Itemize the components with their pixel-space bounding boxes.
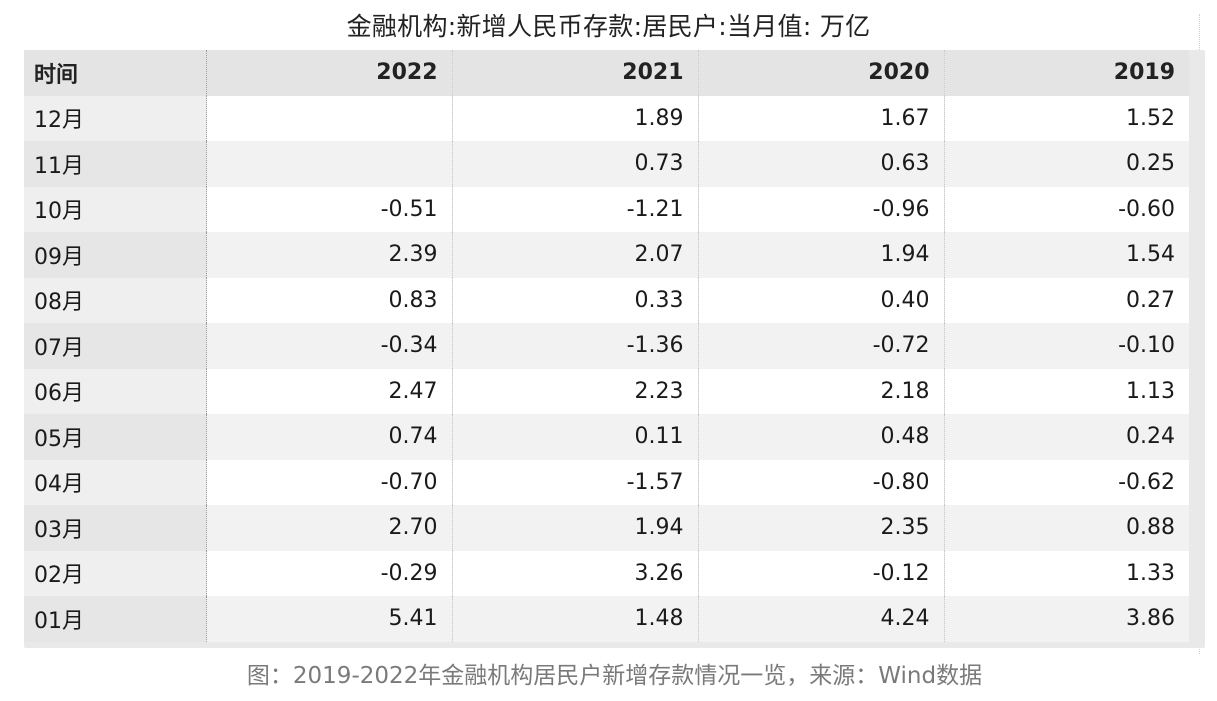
table-cell: 1.33 bbox=[943, 550, 1189, 596]
table-cell: 0.11 bbox=[451, 414, 698, 460]
row-label: 10月 bbox=[24, 186, 207, 232]
table-cell: -1.21 bbox=[451, 186, 698, 232]
table-cell: 0.74 bbox=[205, 414, 452, 460]
row-label: 04月 bbox=[24, 459, 207, 505]
table-cell: 0.33 bbox=[451, 277, 698, 323]
table-cell: 1.94 bbox=[451, 505, 698, 551]
table-row: 01月 5.41 1.48 4.24 3.86 bbox=[24, 596, 1189, 642]
table-cell bbox=[205, 141, 452, 187]
table-cell: -0.96 bbox=[697, 186, 944, 232]
table-row: 12月 1.89 1.67 1.52 bbox=[24, 95, 1189, 141]
table-cell: 2.35 bbox=[697, 505, 944, 551]
table-row: 11月 0.73 0.63 0.25 bbox=[24, 141, 1189, 187]
column-header-2020: 2020 bbox=[697, 50, 944, 96]
table-cell: 0.40 bbox=[697, 277, 944, 323]
table-cell bbox=[205, 95, 452, 141]
table-cell: -0.29 bbox=[205, 550, 452, 596]
table-cell: 0.25 bbox=[943, 141, 1189, 187]
table-cell: -0.34 bbox=[205, 323, 452, 369]
column-header-time: 时间 bbox=[24, 50, 207, 96]
table-row: 05月 0.74 0.11 0.48 0.24 bbox=[24, 414, 1189, 460]
table-row: 03月 2.70 1.94 2.35 0.88 bbox=[24, 505, 1189, 551]
table-cell: -1.57 bbox=[451, 459, 698, 505]
table-cell: 0.48 bbox=[697, 414, 944, 460]
table-cell: -0.62 bbox=[943, 459, 1189, 505]
table-cell: 1.89 bbox=[451, 95, 698, 141]
table-cell: -0.70 bbox=[205, 459, 452, 505]
data-table: 时间 2022 2021 2020 2019 12月 1.89 1.67 1.52 11月 0.7… bbox=[24, 50, 1189, 642]
column-header-2019: 2019 bbox=[943, 50, 1189, 96]
table-cell: 0.27 bbox=[943, 277, 1189, 323]
table-cell: 5.41 bbox=[205, 596, 452, 642]
table-cell: 0.88 bbox=[943, 505, 1189, 551]
table-cell: 1.13 bbox=[943, 368, 1189, 414]
table-cell: 1.54 bbox=[943, 232, 1189, 278]
table-cell: 2.07 bbox=[451, 232, 698, 278]
table-body: 12月 1.89 1.67 1.52 11月 0.73 0.63 0.25 10月 -0.51 -1… bbox=[24, 95, 1189, 642]
row-label: 08月 bbox=[24, 277, 207, 323]
column-header-2021: 2021 bbox=[451, 50, 698, 96]
table-row: 10月 -0.51 -1.21 -0.96 -0.60 bbox=[24, 186, 1189, 232]
row-label: 03月 bbox=[24, 505, 207, 551]
table-cell: -0.51 bbox=[205, 186, 452, 232]
row-label: 11月 bbox=[24, 141, 207, 187]
table-cell: 2.47 bbox=[205, 368, 452, 414]
row-label: 02月 bbox=[24, 550, 207, 596]
table-header: 时间 2022 2021 2020 2019 bbox=[24, 50, 1189, 96]
row-label: 05月 bbox=[24, 414, 207, 460]
table-cell: -0.80 bbox=[697, 459, 944, 505]
table-row: 08月 0.83 0.33 0.40 0.27 bbox=[24, 277, 1189, 323]
table-cell: 0.63 bbox=[697, 141, 944, 187]
table-cell: 3.26 bbox=[451, 550, 698, 596]
table-row: 04月 -0.70 -1.57 -0.80 -0.62 bbox=[24, 459, 1189, 505]
table-cell: 0.83 bbox=[205, 277, 452, 323]
table-cell: 4.24 bbox=[697, 596, 944, 642]
table-cell: -1.36 bbox=[451, 323, 698, 369]
table-cell: 1.52 bbox=[943, 95, 1189, 141]
table-row: 06月 2.47 2.23 2.18 1.13 bbox=[24, 368, 1189, 414]
table-cell: 1.67 bbox=[697, 95, 944, 141]
table-title: 金融机构:新增人民币存款:居民户:当月值: 万亿 bbox=[346, 12, 871, 41]
table-row: 07月 -0.34 -1.36 -0.72 -0.10 bbox=[24, 323, 1189, 369]
table-cell: 2.70 bbox=[205, 505, 452, 551]
table-cell: 0.73 bbox=[451, 141, 698, 187]
table-cell: 3.86 bbox=[943, 596, 1189, 642]
table-cell: 2.18 bbox=[697, 368, 944, 414]
row-label: 12月 bbox=[24, 95, 207, 141]
table-cell: 2.39 bbox=[205, 232, 452, 278]
table-cell: 1.94 bbox=[697, 232, 944, 278]
table-cell: -0.72 bbox=[697, 323, 944, 369]
row-label: 09月 bbox=[24, 232, 207, 278]
table-cell: -0.10 bbox=[943, 323, 1189, 369]
figure-caption: 图：2019-2022年金融机构居民户新增存款情况一览，来源：Wind数据 bbox=[246, 663, 983, 689]
table-cell: 0.24 bbox=[943, 414, 1189, 460]
table-cell: -0.60 bbox=[943, 186, 1189, 232]
row-label: 01月 bbox=[24, 596, 207, 642]
table-cell: -0.12 bbox=[697, 550, 944, 596]
table-cell: 2.23 bbox=[451, 368, 698, 414]
row-label: 07月 bbox=[24, 323, 207, 369]
row-label: 06月 bbox=[24, 368, 207, 414]
table-cell: 1.48 bbox=[451, 596, 698, 642]
header-row: 时间 2022 2021 2020 2019 bbox=[24, 50, 1189, 96]
data-table-container: 时间 2022 2021 2020 2019 12月 1.89 1.67 1.52 11月 0.7… bbox=[24, 50, 1205, 648]
table-row: 02月 -0.29 3.26 -0.12 1.33 bbox=[24, 550, 1189, 596]
column-header-2022: 2022 bbox=[205, 50, 452, 96]
table-row: 09月 2.39 2.07 1.94 1.54 bbox=[24, 232, 1189, 278]
